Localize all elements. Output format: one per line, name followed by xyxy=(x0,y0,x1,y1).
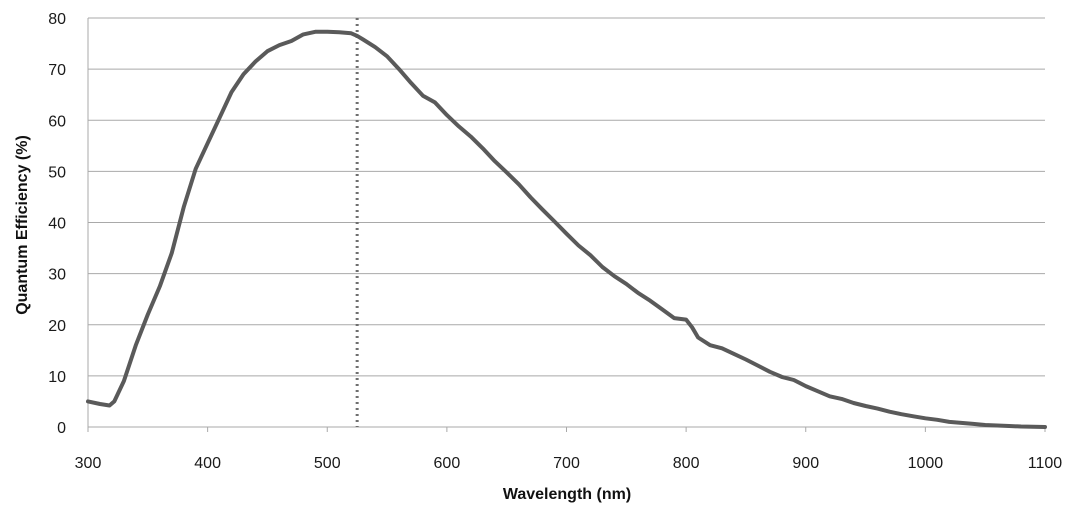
x-tick-label: 1000 xyxy=(908,455,944,472)
x-tick-label: 800 xyxy=(673,455,700,472)
x-tick-label: 700 xyxy=(553,455,580,472)
y-tick-label: 30 xyxy=(48,267,66,284)
x-tick-label: 900 xyxy=(792,455,819,472)
series-group xyxy=(86,29,1047,429)
y-tick-label: 50 xyxy=(48,164,66,181)
x-tick-label: 400 xyxy=(194,455,221,472)
x-tick-labels: 300 400 500 600 700 800 900 1000 1100 xyxy=(75,455,1063,472)
y-tick-label: 40 xyxy=(48,216,66,233)
y-tick-labels: 0 10 20 30 40 50 60 70 80 xyxy=(48,11,66,437)
y-tick-label: 60 xyxy=(48,113,66,130)
y-axis-title: Quantum Efficiency (%) xyxy=(14,135,31,315)
x-tick-label: 300 xyxy=(75,455,102,472)
y-tick-label: 10 xyxy=(48,369,66,386)
series-line-0 xyxy=(86,29,1047,429)
y-tick-label: 70 xyxy=(48,62,66,79)
x-axis-title: Wavelength (nm) xyxy=(503,486,631,503)
x-tick-label: 500 xyxy=(314,455,341,472)
x-tick-label: 600 xyxy=(434,455,461,472)
y-tick-label: 80 xyxy=(48,11,66,28)
y-tick-label: 0 xyxy=(57,420,66,437)
y-tick-label: 20 xyxy=(48,318,66,335)
x-tick-label: 1100 xyxy=(1028,455,1063,472)
gridlines xyxy=(87,17,1046,432)
